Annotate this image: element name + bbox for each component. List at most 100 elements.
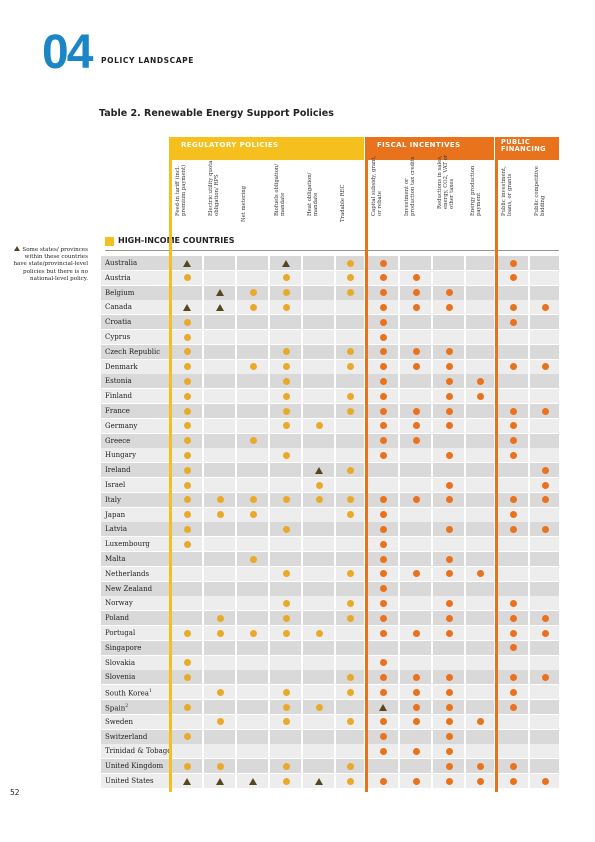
country-label: Ireland <box>105 466 131 475</box>
country-label: Austria <box>105 273 131 282</box>
table-cell <box>466 344 494 359</box>
regulatory-policy-dot <box>346 762 354 770</box>
fiscal-policy-dot <box>445 555 453 563</box>
fiscal-policy-dot <box>379 659 387 667</box>
table-row: Norway <box>101 596 559 611</box>
fiscal-policy-dot <box>541 303 549 311</box>
table-cell <box>303 744 334 759</box>
table-cell <box>530 433 559 448</box>
country-name: Italy <box>105 493 121 507</box>
fiscal-policy-dot <box>379 392 387 400</box>
row-background <box>101 685 169 700</box>
table-cell <box>237 256 268 270</box>
row-background <box>101 374 169 389</box>
table-cell <box>466 640 494 655</box>
column-header-label: Heat obligation/ mandate <box>307 172 320 216</box>
table-cell <box>204 596 235 611</box>
regulatory-policy-dot <box>346 496 354 504</box>
row-background <box>101 330 169 344</box>
table-cell <box>466 744 494 759</box>
row-background <box>101 478 169 492</box>
table-cell <box>530 285 559 300</box>
fiscal-policy-dot <box>509 259 517 267</box>
table-cell <box>466 507 494 522</box>
regulatory-policy-dot <box>346 599 354 607</box>
table-row: New Zealand <box>101 581 559 596</box>
country-label: Israel <box>105 481 126 489</box>
column-header: Biofuels obligation/ mandate <box>274 160 298 230</box>
regulatory-policy-dot <box>346 274 354 282</box>
fiscal-policy-dot <box>445 422 453 430</box>
fiscal-policy-dot <box>379 511 387 519</box>
country-label: Netherlands <box>105 569 150 578</box>
fiscal-policy-dot <box>509 511 517 519</box>
country-name: Austria <box>105 271 131 285</box>
fiscal-policy-dot <box>541 496 549 504</box>
fiscal-policy-dot <box>445 747 453 755</box>
country-label: Trinidad & Tobago <box>105 747 172 756</box>
column-header-label: Feed-in tariff (incl. premium payment) <box>175 164 188 216</box>
row-background <box>101 581 169 596</box>
fiscal-policy-dot <box>509 762 517 770</box>
table-cell <box>204 374 235 389</box>
table-cell <box>237 315 268 330</box>
table-cell <box>204 256 235 270</box>
table-cell <box>400 389 431 404</box>
state-level-triangle-icon <box>216 303 224 311</box>
fiscal-policy-dot <box>445 407 453 415</box>
country-name: Croatia <box>105 315 131 329</box>
table-cell <box>336 537 364 552</box>
table-cell <box>400 448 431 463</box>
table-cell <box>237 270 268 285</box>
regulatory-policy-dot <box>346 570 354 578</box>
fiscal-policy-dot <box>541 363 549 371</box>
state-level-triangle-icon <box>282 259 290 267</box>
regulatory-policy-dot <box>282 451 290 459</box>
country-name: Spain2 <box>105 700 128 714</box>
fiscal-policy-dot <box>379 303 387 311</box>
fiscal-policy-dot <box>379 259 387 267</box>
country-name: Australia <box>105 256 137 270</box>
row-background <box>101 359 169 374</box>
regulatory-policies-header: REGULATORY POLICIES <box>171 137 364 154</box>
table-cell <box>530 759 559 774</box>
table-row: Switzerland <box>101 729 559 744</box>
table-cell <box>336 581 364 596</box>
regulatory-policy-dot <box>282 363 290 371</box>
regulatory-policy-dot <box>249 511 257 519</box>
state-level-triangle-icon <box>183 777 191 785</box>
country-name: Belgium <box>105 286 134 300</box>
table-cell <box>466 285 494 300</box>
fiscal-policy-dot <box>379 348 387 356</box>
regulatory-policy-dot <box>183 318 191 326</box>
table-cell <box>303 433 334 448</box>
state-level-triangle-icon <box>315 466 323 474</box>
table-cell <box>466 315 494 330</box>
country-name: Ireland <box>105 463 131 477</box>
table-cell <box>400 330 431 344</box>
table-cell <box>466 700 494 714</box>
table-cell <box>237 404 268 418</box>
table-cell <box>237 566 268 581</box>
table-row: Trinidad & Tobago <box>101 744 559 759</box>
country-label: Japan <box>105 510 126 519</box>
table-cell <box>237 344 268 359</box>
fiscal-policy-dot <box>509 318 517 326</box>
regulatory-policy-dot <box>249 437 257 445</box>
fiscal-policy-dot <box>412 703 420 711</box>
table-row: Portugal <box>101 626 559 640</box>
table-cell <box>171 552 202 566</box>
row-background <box>101 759 169 774</box>
regulatory-policy-dot <box>183 540 191 548</box>
table-cell <box>303 685 334 700</box>
row-background <box>101 300 169 315</box>
table-cell <box>270 552 301 566</box>
column-header-label: Tradable REC <box>340 184 346 222</box>
country-label: Cyprus <box>105 333 131 341</box>
table-cell <box>433 256 464 270</box>
table-cell <box>303 714 334 729</box>
country-name: Finland <box>105 389 132 403</box>
regulatory-policy-dot <box>282 525 290 533</box>
table-cell <box>204 359 235 374</box>
regulatory-policy-dot <box>282 599 290 607</box>
